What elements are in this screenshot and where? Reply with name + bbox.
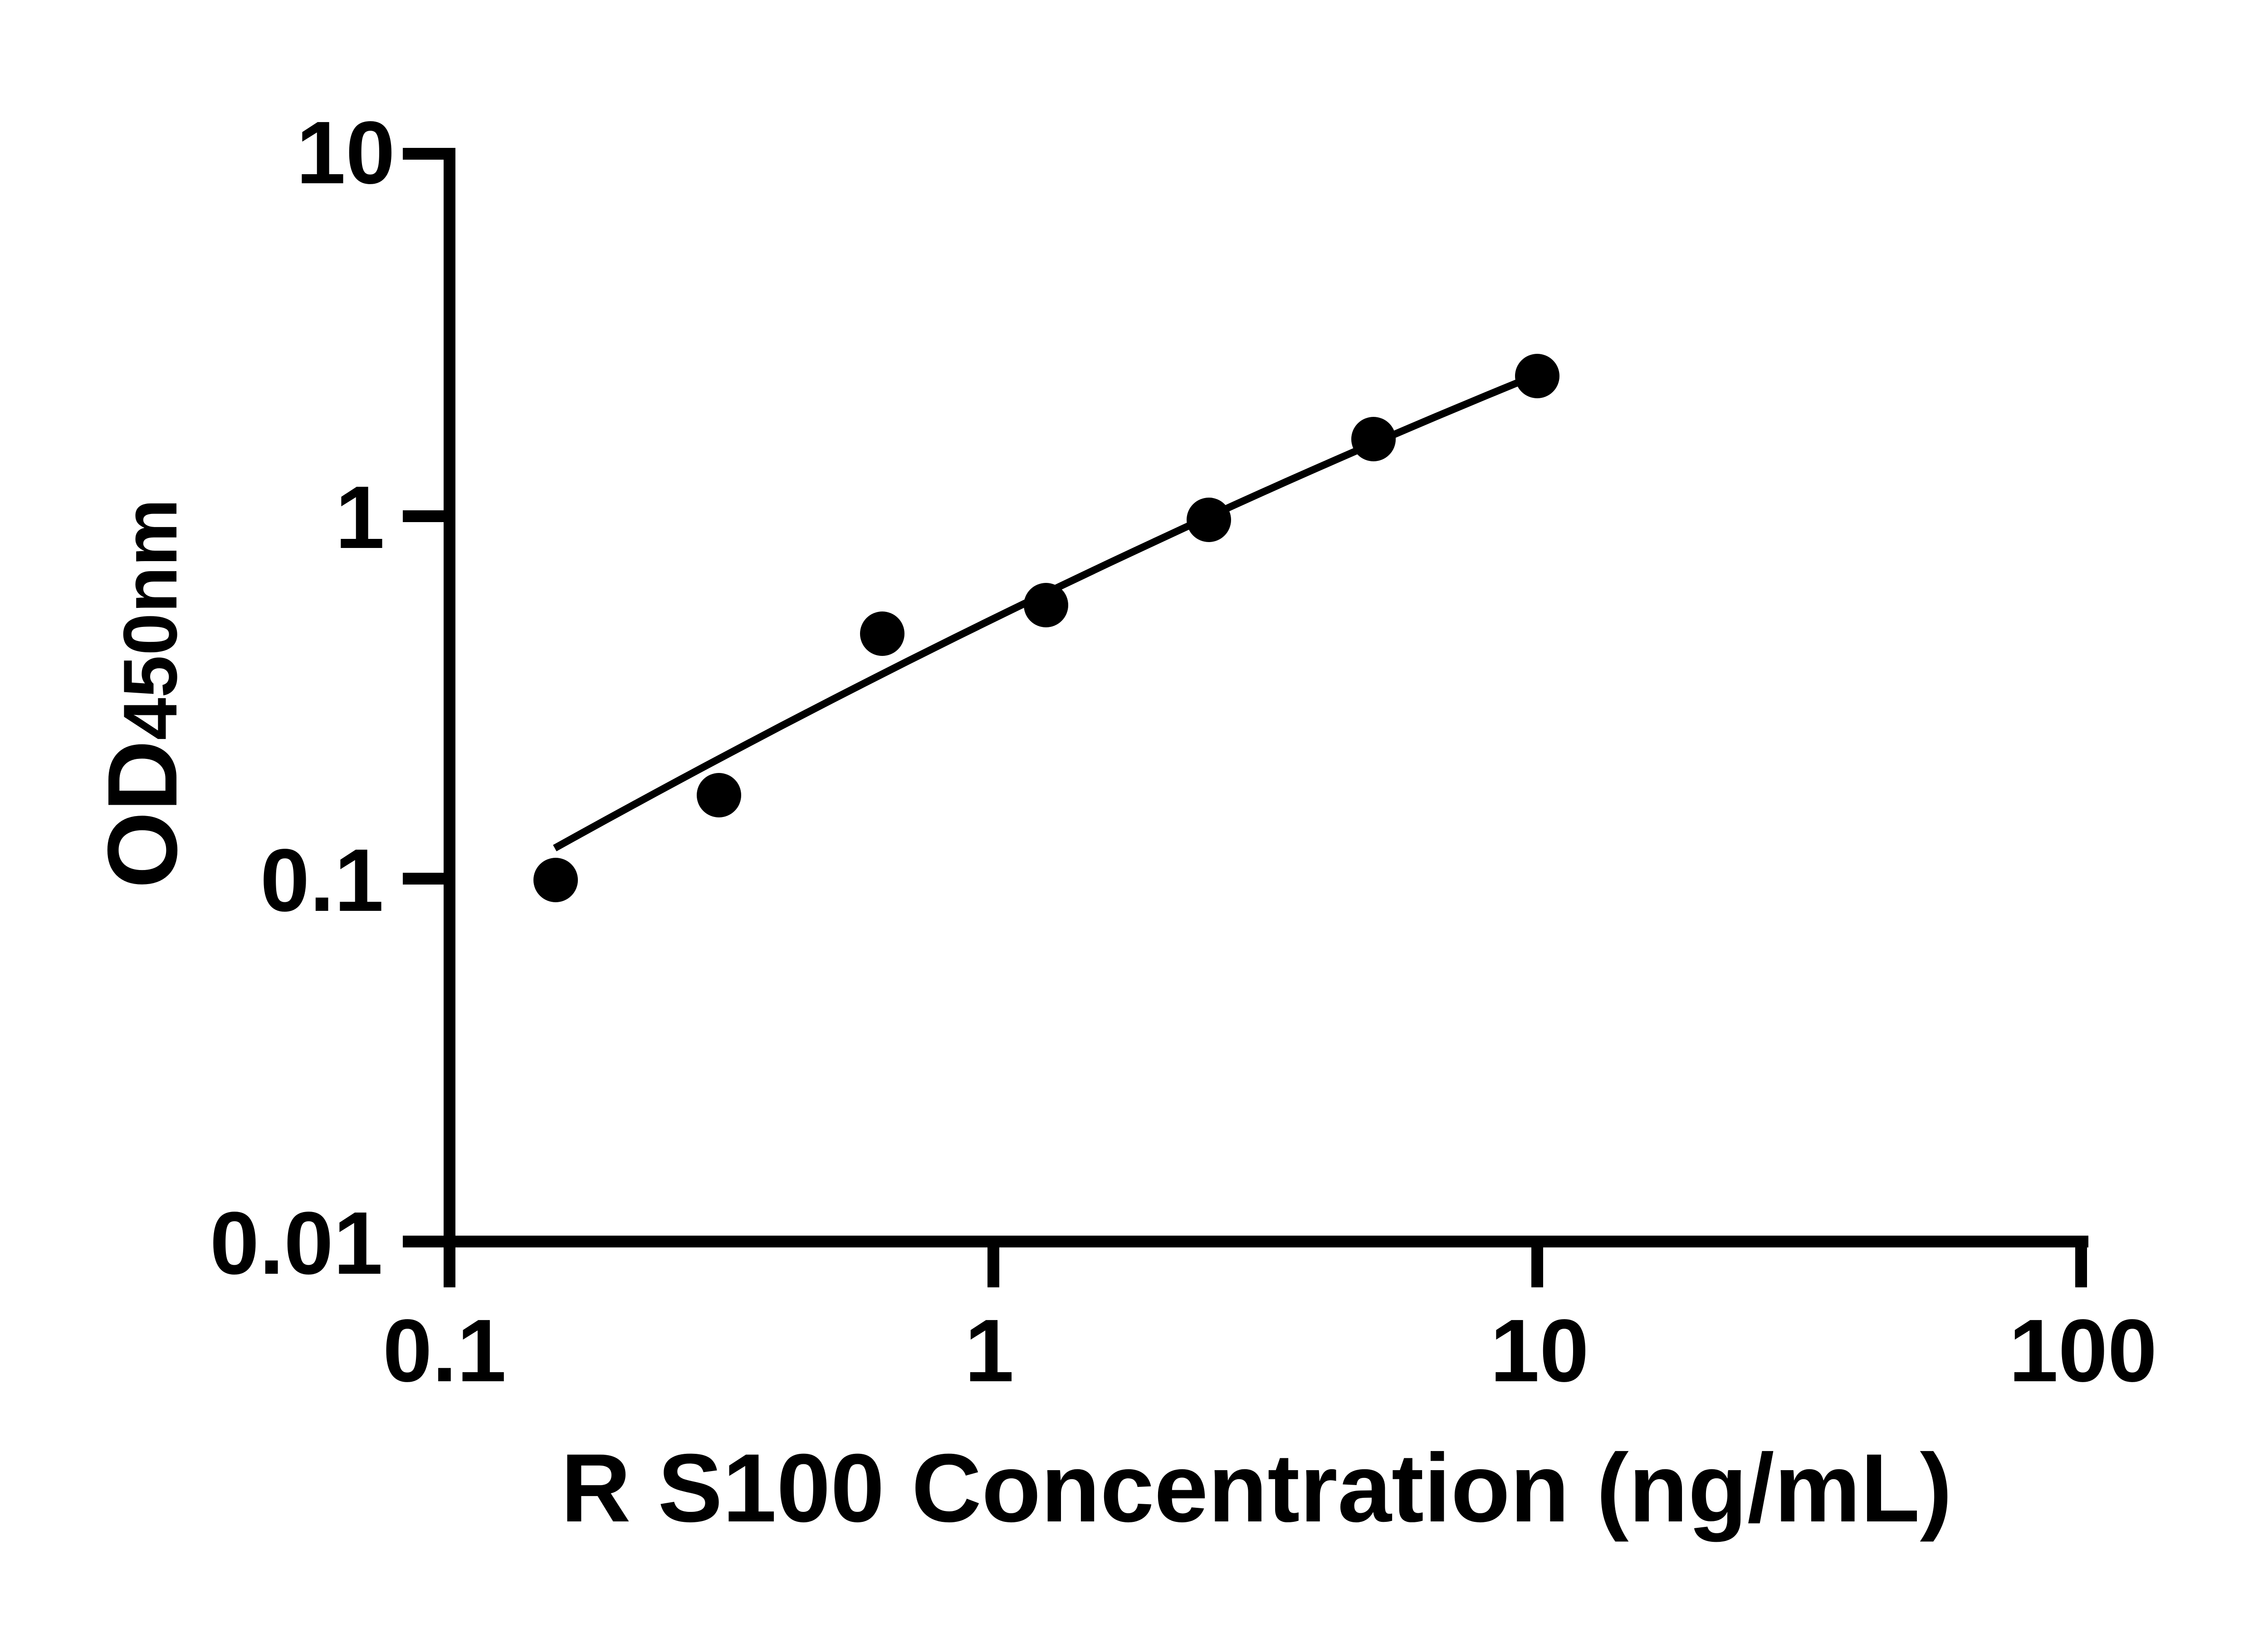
- svg-text:0.1: 0.1: [383, 1301, 506, 1400]
- svg-text:10: 10: [296, 103, 395, 202]
- svg-text:R S100 Concentration (ng/mL): R S100 Concentration (ng/mL): [561, 1434, 1952, 1542]
- svg-text:1: 1: [964, 1301, 1014, 1400]
- svg-text:OD450nm: OD450nm: [88, 499, 198, 888]
- svg-text:0.1: 0.1: [260, 831, 384, 930]
- svg-text:1: 1: [335, 468, 385, 567]
- svg-text:0.01: 0.01: [210, 1193, 383, 1293]
- svg-text:10: 10: [1490, 1301, 1589, 1400]
- svg-text:100: 100: [2009, 1301, 2157, 1400]
